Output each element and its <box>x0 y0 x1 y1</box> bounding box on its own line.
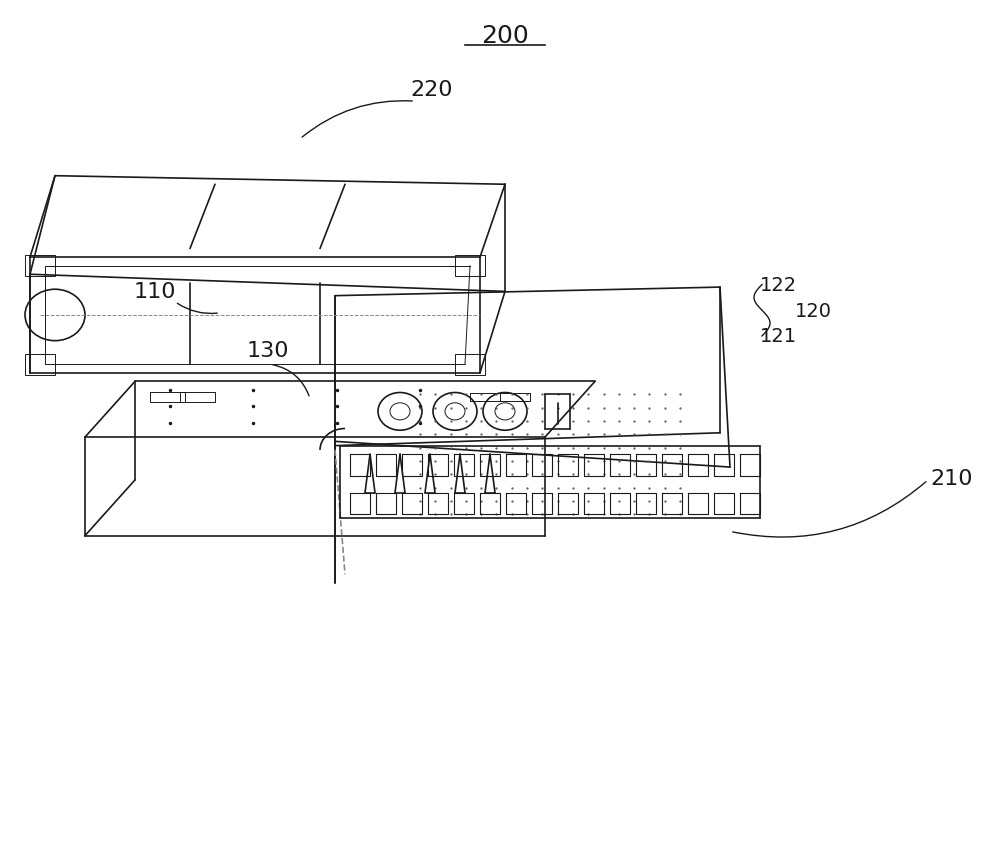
Text: 120: 120 <box>795 302 832 321</box>
Text: 200: 200 <box>481 24 529 48</box>
Bar <box>455 354 485 375</box>
Text: 110: 110 <box>134 282 176 303</box>
Text: 220: 220 <box>411 80 453 100</box>
Text: 122: 122 <box>760 276 797 296</box>
Text: 121: 121 <box>760 327 797 346</box>
Text: 210: 210 <box>930 469 972 489</box>
Bar <box>25 255 55 276</box>
Bar <box>25 354 55 375</box>
Text: 130: 130 <box>247 341 289 362</box>
Bar <box>455 255 485 276</box>
